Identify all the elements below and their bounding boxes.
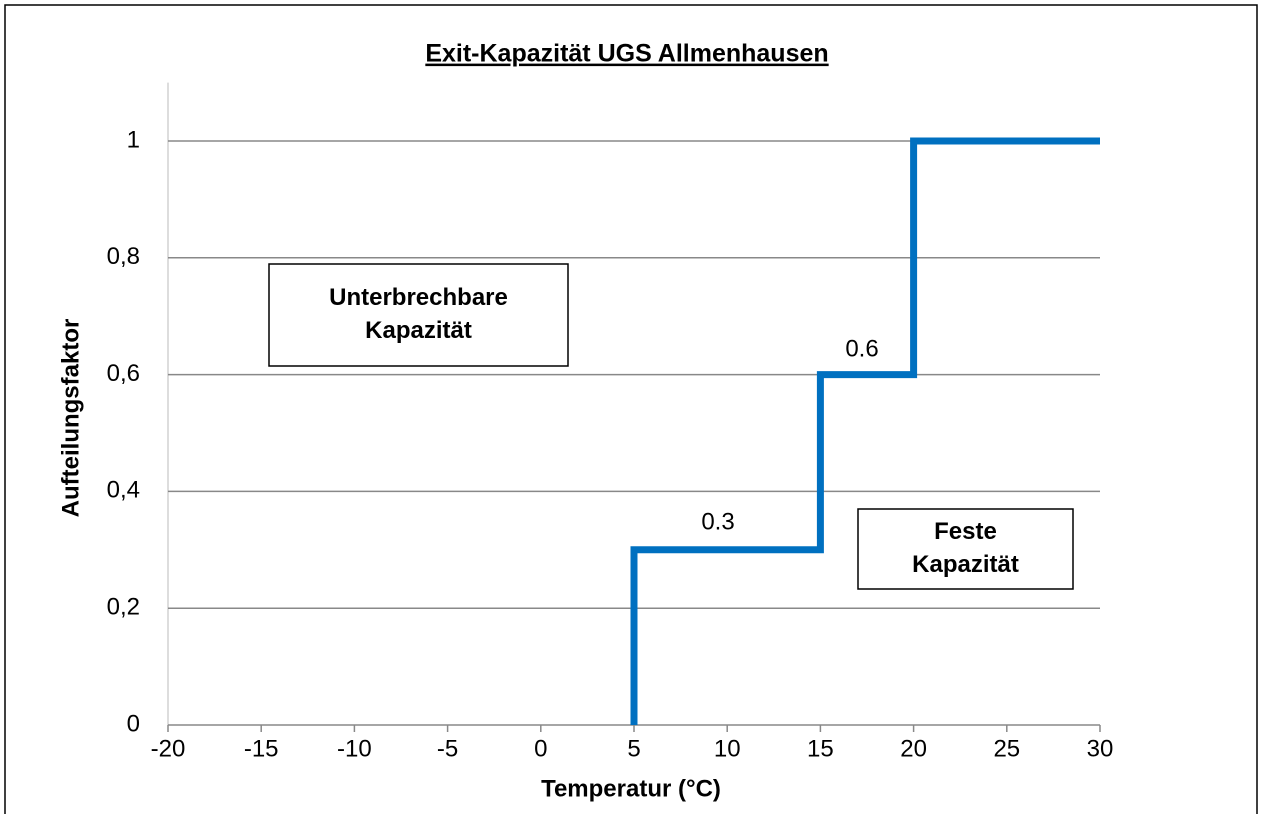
- y-tick-label: 0,2: [107, 594, 140, 621]
- annotation-box: [857, 508, 1074, 590]
- annotation-label: 0.6: [845, 335, 878, 362]
- x-tick-label: -10: [337, 735, 372, 762]
- x-axis-label: Temperatur (°C): [541, 775, 721, 802]
- x-tick-label: 0: [534, 735, 547, 762]
- step-line: [630, 137, 1100, 725]
- x-tick-label: -5: [437, 735, 458, 762]
- x-tick-label: -20: [151, 735, 186, 762]
- annotation-text: Unterbrechbare: [329, 284, 508, 311]
- y-tick-label: 0,8: [107, 243, 140, 270]
- annotation-box: [268, 263, 569, 367]
- x-tick-label: 25: [993, 735, 1020, 762]
- y-axis-label: Aufteilungsfaktor: [57, 319, 84, 518]
- x-tick-label: 15: [807, 735, 834, 762]
- x-tick-label: 20: [900, 735, 927, 762]
- annotation-text: Feste: [934, 518, 997, 545]
- chart-title: Exit-Kapazität UGS Allmenhausen: [425, 40, 828, 68]
- x-tick-label: 5: [627, 735, 640, 762]
- y-tick-label: 0,6: [107, 360, 140, 387]
- annotation-text: Kapazität: [912, 551, 1019, 578]
- y-tick-label: 1: [127, 126, 140, 153]
- x-tick-label: 30: [1087, 735, 1114, 762]
- x-tick-label: 10: [714, 735, 741, 762]
- annotation-label: 0.3: [701, 508, 734, 535]
- x-tick-label: -15: [244, 735, 279, 762]
- y-tick-label: 0: [127, 710, 140, 737]
- annotation-text: Kapazität: [365, 317, 472, 344]
- y-tick-label: 0,4: [107, 477, 140, 504]
